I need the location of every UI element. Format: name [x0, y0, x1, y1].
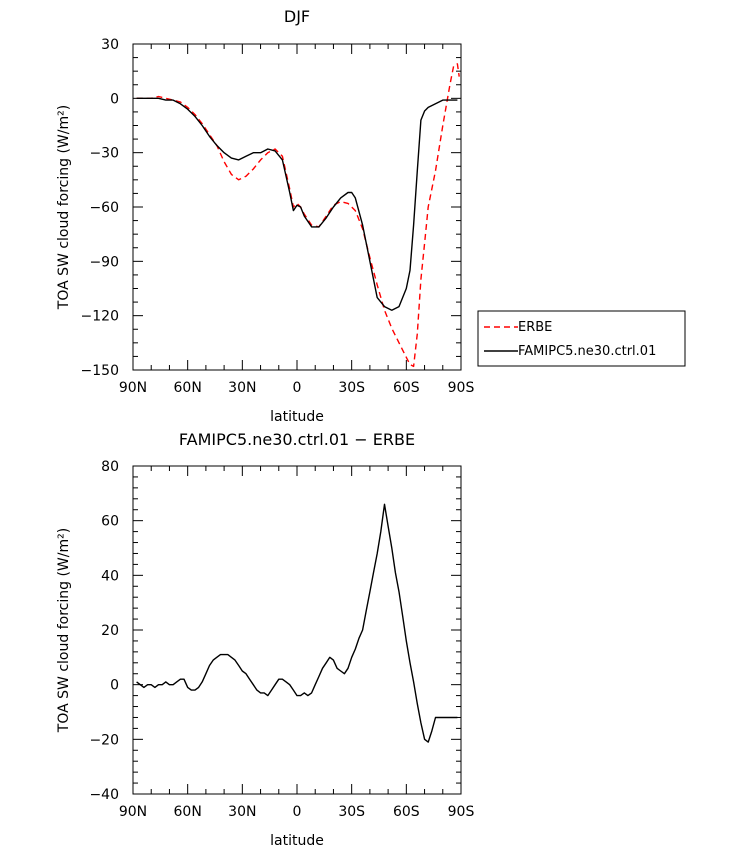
chart-panel-2: FAMIPC5.ne30.ctrl.01 − ERBE 90N 60N 30N 0 30S…: [56, 430, 474, 849]
y-tick-label: 0: [110, 678, 119, 694]
x-tick-label: 90S: [448, 804, 475, 820]
x-tick-label: 30S: [338, 804, 365, 820]
series-line-erbe: [136, 63, 460, 368]
y-tick-label: −20: [89, 732, 119, 748]
x-tick-label: 60S: [393, 380, 420, 396]
y-tick-label: 80: [101, 459, 119, 475]
x-tick-label: 30S: [338, 380, 365, 396]
x-tick-label: 30N: [228, 380, 256, 396]
y-tick-label: 0: [110, 91, 119, 107]
y-tick-label: −30: [89, 146, 119, 162]
series-line-difference: [136, 503, 458, 743]
legend-label: ERBE: [518, 320, 552, 335]
x-tick-label: 30N: [228, 804, 256, 820]
series-line-famipc5-ne30-ctrl-01: [136, 97, 458, 311]
y-tick-label: −60: [89, 200, 119, 216]
x-tick-label: 60S: [393, 804, 420, 820]
y-tick-label: 40: [101, 568, 119, 584]
legend-box: [477, 310, 686, 367]
x-axis-label: latitude: [270, 833, 324, 849]
x-tick-label: 60N: [174, 804, 202, 820]
x-tick-label: 0: [293, 804, 302, 820]
legend-label: FAMIPC5.ne30.ctrl.01: [518, 344, 656, 359]
y-tick-label: 60: [101, 514, 119, 530]
plot-frame: [132, 43, 462, 371]
y-tick-label: −120: [81, 309, 119, 325]
y-tick-label: −90: [89, 254, 119, 270]
chart-title: DJF: [284, 7, 310, 26]
x-tick-label: 90N: [119, 804, 147, 820]
chart-title: FAMIPC5.ne30.ctrl.01 − ERBE: [179, 430, 415, 449]
y-tick-label: −40: [89, 787, 119, 803]
x-tick-label: 60N: [174, 380, 202, 396]
x-tick-label: 90N: [119, 380, 147, 396]
y-tick-label: 30: [101, 37, 119, 53]
x-tick-label: 0: [293, 380, 302, 396]
y-axis-label: TOA SW cloud forcing (W/m²): [56, 528, 72, 733]
y-tick-label: 20: [101, 623, 119, 639]
y-axis-label: TOA SW cloud forcing (W/m²): [56, 105, 72, 310]
chart-panel-1: DJF 90N 60N 30N 0 30S 60S 90S 30 0 −30 −60 −90 −120 −1…: [56, 7, 474, 425]
y-tick-label: −150: [81, 363, 119, 379]
legend: ERBE FAMIPC5.ne30.ctrl.01: [477, 310, 686, 367]
x-tick-label: 90S: [448, 380, 475, 396]
plot-frame: [132, 465, 462, 795]
x-axis-label: latitude: [270, 409, 324, 425]
